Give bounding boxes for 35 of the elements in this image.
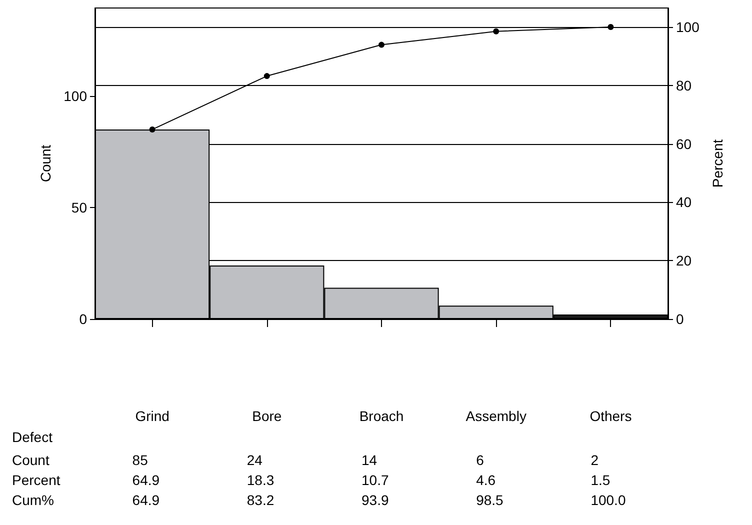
- y-axis-title: Count: [38, 144, 54, 182]
- text: 10.7: [362, 472, 389, 488]
- data-label: 6: [476, 452, 484, 468]
- x-tick-label: Broach: [359, 408, 404, 424]
- y2-axis-title: Percent: [709, 139, 726, 188]
- x-tick-label: Others: [590, 408, 632, 424]
- y2-tick-label: 60: [676, 136, 692, 152]
- y2-tick-label: 100: [676, 18, 700, 35]
- data-label: 2: [590, 452, 599, 468]
- text: 1.5: [590, 472, 610, 488]
- y-tick-label: 50: [71, 200, 88, 216]
- data-label: 98.5: [476, 492, 504, 508]
- text: 18.3: [246, 472, 274, 488]
- x-tick-label: Grind: [135, 408, 170, 424]
- data-label: 24: [246, 452, 263, 468]
- data-label: 64.9: [132, 492, 160, 508]
- text: Percent: [12, 472, 60, 488]
- y2-tick-label: 80: [676, 77, 692, 94]
- text: 4.6: [476, 472, 496, 488]
- text: Cum%: [12, 492, 54, 508]
- data-label: 93.9: [362, 492, 389, 508]
- text: Count: [12, 452, 50, 468]
- y2-tick-label: 0: [676, 311, 684, 327]
- data-label: 83.2: [246, 492, 274, 508]
- y-tick-label: 100: [64, 88, 88, 104]
- y2-tick-label: 40: [676, 194, 692, 210]
- data-label: 85: [132, 452, 148, 468]
- data-label: 14: [362, 452, 378, 468]
- text: 64.9: [132, 472, 160, 488]
- x-tick-label: Assembly: [466, 408, 526, 424]
- y2-tick-label: 20: [676, 252, 692, 269]
- x-axis-title: Defect: [12, 429, 53, 445]
- data-label: 100.0: [590, 492, 626, 508]
- y-tick-label: 0: [79, 311, 88, 327]
- x-tick-label: Bore: [252, 408, 282, 424]
